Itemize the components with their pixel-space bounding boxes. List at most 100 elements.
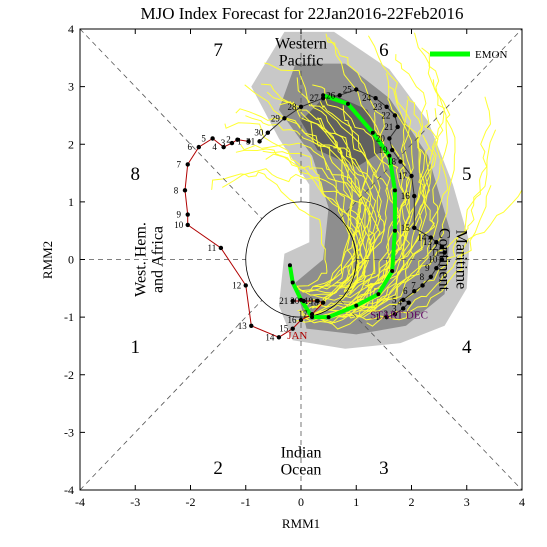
series-point-observed-dec [409, 173, 414, 179]
phase-label: 6 [379, 40, 389, 61]
x-tick-label: 1 [353, 495, 359, 509]
day-label-observed-jan: 19 [304, 296, 314, 306]
ensemble-track [235, 108, 360, 299]
day-label-observed-jan: 20 [290, 296, 300, 306]
series-point-observed-jan [185, 222, 190, 228]
day-label-observed-dec: 18 [387, 157, 397, 167]
ensemble-track [326, 185, 492, 321]
series-point-EMON [392, 228, 397, 233]
day-label-observed-jan: 12 [232, 280, 241, 290]
day-label-observed-jan: 9 [176, 210, 181, 220]
series-point-observed-dec [434, 240, 439, 245]
series-point-observed-dec [298, 104, 304, 109]
y-tick-label: 3 [68, 80, 74, 94]
day-label-observed-dec: 3 [392, 303, 397, 313]
series-point-observed-dec [354, 87, 359, 92]
series-point-observed-dec [282, 116, 287, 121]
series-point-observed-dec [406, 300, 411, 305]
series-point-EMON [287, 263, 292, 268]
x-tick-label: 2 [409, 495, 415, 509]
day-label-observed-jan: 18 [310, 298, 320, 308]
ensemble-track [300, 105, 377, 294]
ensemble-track [296, 77, 366, 287]
unit-circle [245, 201, 357, 318]
series-point-observed-jan [185, 212, 190, 217]
ensemble-track [330, 79, 456, 317]
ensemble-track [325, 33, 391, 292]
ensemble-track [279, 101, 372, 296]
y-tick-label: 0 [68, 253, 74, 267]
day-label-observed-dec: 27 [310, 93, 320, 103]
phase-label: 4 [462, 337, 472, 358]
day-label-observed-jan: 10 [174, 220, 184, 230]
ensemble-track [303, 109, 439, 324]
day-label-observed-dec: 5 [392, 295, 397, 305]
series-point-observed-dec [428, 235, 434, 240]
region-label-line: Indian [281, 445, 322, 462]
region-label-west-hem-africa: West. Hem. and Africa [133, 222, 167, 297]
series-point-EMON [376, 292, 381, 297]
series-point-observed-dec [439, 257, 445, 262]
series-point-observed-dec [257, 139, 262, 144]
day-label-observed-dec: 26 [326, 90, 336, 100]
day-label-observed-dec: 20 [376, 133, 386, 143]
day-label-observed-dec: 11 [431, 248, 440, 258]
ensemble-track [211, 171, 328, 287]
x-axis-label: RMM1 [282, 516, 320, 531]
y-tick-label: -1 [64, 310, 74, 324]
series-points [182, 87, 447, 340]
day-label-observed-dec: 16 [401, 191, 411, 201]
y-tick-label: 2 [68, 137, 74, 151]
ensemble-track [366, 129, 497, 312]
x-tick-label: -3 [130, 495, 140, 509]
phase-divider [339, 299, 523, 491]
day-label-observed-dec: 6 [403, 286, 408, 296]
y-tick-label: -2 [64, 368, 74, 382]
region-label-line: Western [275, 36, 327, 53]
region-label-line: Pacific [279, 53, 323, 70]
region-label-line: Ocean [281, 462, 322, 479]
day-label-observed-dec: 22 [381, 110, 390, 120]
x-tick-label: 0 [298, 495, 304, 509]
ensemble-track [363, 96, 435, 318]
ensemble-track [339, 35, 413, 299]
day-label-observed-jan: 14 [265, 332, 275, 342]
ensemble-track [264, 62, 371, 285]
series-point-observed-dec [389, 147, 395, 153]
series-point-observed-jan [290, 326, 295, 331]
series-point-observed-dec [434, 265, 439, 271]
day-label-observed-jan: 16 [288, 315, 298, 325]
series-point-EMON [299, 297, 303, 302]
band-core-plume [301, 92, 384, 168]
series-point-observed-dec [392, 113, 398, 118]
series-point-EMON [354, 303, 359, 308]
series-point-observed-dec [412, 288, 417, 294]
y-tick-label: 1 [68, 195, 74, 209]
series-point-observed-dec [412, 225, 417, 231]
x-tick-label: -4 [75, 495, 85, 509]
x-tick-label: 3 [464, 495, 470, 509]
series-point-observed-jan [196, 144, 201, 150]
day-label-observed-jan: 15 [279, 324, 289, 334]
annotation: JAN [287, 330, 307, 342]
phase-divider [339, 28, 523, 220]
series-point-observed-dec [265, 130, 271, 135]
series-point-observed-dec [428, 274, 434, 279]
series-point-observed-jan [235, 137, 240, 142]
series-point-observed-dec [439, 244, 445, 250]
series-point-observed-jan [182, 188, 188, 193]
day-label-observed-dec: 24 [362, 93, 372, 103]
series-point-observed-jan [276, 335, 282, 340]
phase-divider [79, 28, 263, 220]
series-point-observed-jan [309, 312, 315, 317]
phase-divider [79, 299, 263, 491]
day-label-observed-dec: 10 [428, 255, 438, 265]
day-label-observed-dec: 15 [401, 223, 411, 233]
day-label-observed-dec: 23 [373, 102, 383, 112]
series-point-observed-jan [298, 317, 304, 323]
series-point-observed-dec [401, 306, 406, 311]
day-label-observed-dec: 12 [428, 242, 437, 252]
day-label-observed-jan: 3 [221, 138, 226, 148]
